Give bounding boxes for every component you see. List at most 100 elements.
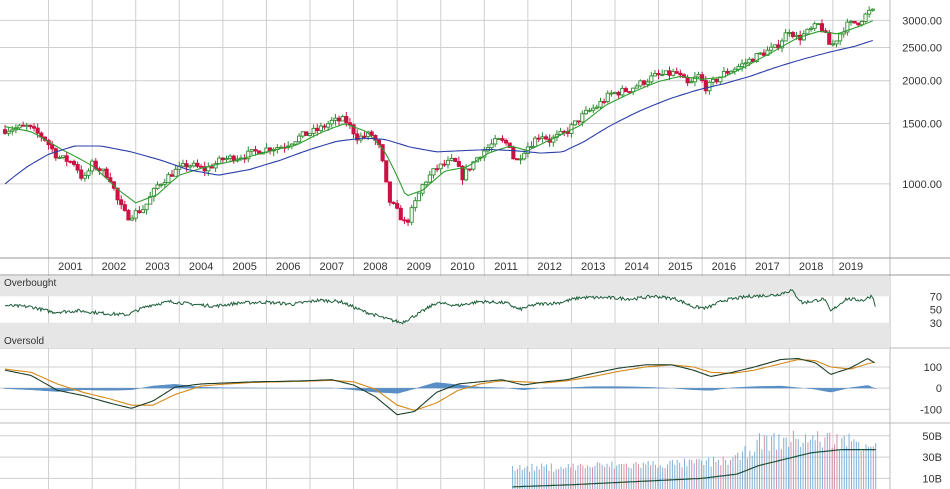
macd-histogram-bar: [698, 388, 703, 391]
macd-histogram-bar: [21, 388, 25, 390]
macd-histogram-bar: [79, 388, 84, 391]
macd-histogram-bar: [814, 388, 819, 390]
macd-histogram-bar: [24, 388, 29, 390]
macd-histogram-bar: [618, 386, 623, 389]
candle-up: [779, 40, 785, 49]
macd-histogram-bar: [484, 387, 488, 389]
candle-up: [591, 107, 596, 111]
volume-tick-label: 50B: [922, 431, 942, 443]
macd-histogram-bar: [418, 386, 423, 389]
candle-down: [402, 219, 407, 222]
oversold-label: Oversold: [4, 336, 44, 347]
macd-histogram-bar: [64, 388, 69, 392]
candle-up: [533, 137, 538, 147]
macd-histogram-bar: [44, 388, 49, 391]
macd-histogram-bar: [736, 387, 741, 389]
macd-histogram-bar: [495, 387, 499, 389]
year-label: 2010: [450, 261, 474, 273]
rsi-tick-label: 50: [930, 305, 942, 317]
macd-histogram-bar: [384, 388, 389, 393]
candle-up: [816, 23, 821, 26]
macd-histogram-bar: [636, 386, 641, 389]
macd-histogram-bar: [77, 388, 82, 391]
year-label: 2018: [799, 261, 823, 273]
candle-down: [209, 166, 215, 169]
macd-histogram-bar: [366, 388, 370, 392]
macd-histogram-bar: [35, 388, 40, 391]
macd-histogram-bar: [631, 386, 635, 389]
macd-histogram-bar: [644, 387, 648, 389]
macd-histogram-bar: [420, 386, 425, 389]
macd-histogram-bar: [560, 387, 565, 389]
macd-histogram-bar: [589, 386, 594, 389]
macd-histogram-bar: [783, 386, 788, 389]
candle-up: [413, 200, 418, 209]
candle-down: [126, 209, 131, 221]
macd-histogram-bar: [3, 388, 7, 389]
macd-histogram-bar: [747, 386, 752, 389]
macd-histogram-bar: [106, 388, 111, 391]
macd-histogram-bar: [377, 388, 381, 393]
macd-histogram-bar: [625, 386, 630, 389]
candle-up: [598, 101, 603, 108]
macd-histogram-bar: [37, 388, 42, 391]
candle-up: [529, 145, 534, 148]
axis-labels: 2001 2002 2003 2004 2005 2006 2007 2008 2009 2010…: [58, 15, 942, 485]
macd-histogram-bar: [702, 388, 706, 391]
macd-histogram-bar: [823, 388, 828, 392]
macd-histogram-bar: [219, 387, 223, 389]
year-label: 2008: [363, 261, 387, 273]
candle-down: [435, 168, 440, 171]
candle-up: [228, 155, 233, 159]
macd-histogram-bar: [368, 388, 372, 392]
candle-up: [213, 163, 218, 169]
macd-histogram-bar: [696, 388, 701, 391]
candle-up: [311, 127, 316, 134]
candle-down: [667, 70, 672, 76]
candle-down: [750, 58, 756, 63]
macd-histogram-bar: [380, 388, 385, 393]
year-label: 2013: [581, 261, 605, 273]
candle-down: [184, 163, 189, 168]
macd-histogram-bar: [694, 388, 699, 391]
year-label: 2016: [712, 261, 736, 273]
macd-histogram-bar: [110, 388, 114, 391]
macd-histogram-bar: [447, 383, 452, 389]
candle-up: [605, 92, 610, 103]
overbought-zone: [0, 276, 890, 297]
candle-down: [442, 163, 447, 166]
macd-histogram-bar: [12, 388, 16, 390]
macd-histogram-bar: [642, 386, 646, 389]
macd-histogram-bar: [522, 388, 527, 390]
macd-histogram-bar: [718, 388, 723, 390]
candle-up: [587, 109, 592, 112]
oversold-zone: [0, 322, 890, 348]
macd-histogram-bar: [133, 388, 138, 390]
macd-histogram-bar: [398, 388, 403, 393]
candle-up: [438, 163, 443, 170]
candle-up: [82, 174, 87, 179]
macd-histogram-bar: [162, 384, 167, 389]
candle-up: [409, 207, 414, 223]
candle-down: [75, 163, 80, 171]
macd-histogram-bar: [81, 388, 85, 390]
candle-down: [119, 199, 124, 206]
macd-histogram-bar: [633, 386, 637, 389]
candle-down: [369, 131, 374, 136]
macd-histogram-bar: [473, 386, 478, 389]
macd-histogram-bar: [567, 387, 572, 389]
macd-histogram-bar: [816, 388, 821, 390]
macd-histogram-bar: [609, 386, 614, 389]
macd-histogram-bar: [5, 388, 9, 389]
macd-histogram-bar: [556, 387, 561, 389]
candle-up: [783, 32, 788, 42]
volume-tick-label: 30B: [922, 452, 942, 464]
macd-histogram-bar: [611, 386, 615, 389]
candle-up: [148, 196, 153, 205]
macd-histogram-bar: [349, 388, 354, 390]
macd-histogram-bar: [486, 387, 490, 389]
candle-up: [638, 80, 643, 87]
macd-histogram-bar: [622, 386, 626, 389]
candle-up: [518, 158, 523, 161]
macd-histogram-bar: [75, 388, 80, 391]
